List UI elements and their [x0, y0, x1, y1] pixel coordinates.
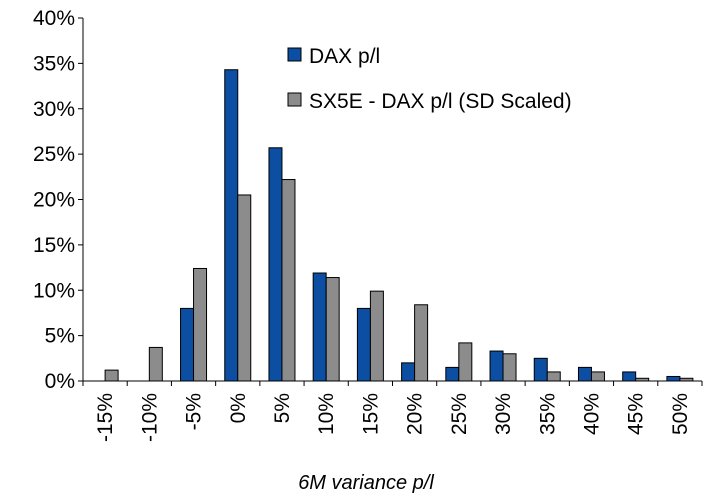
bar-dax — [401, 362, 416, 382]
x-tick-label: 10% — [315, 393, 338, 435]
y-tick-label: 35% — [33, 52, 75, 75]
bar-dax — [533, 357, 548, 382]
bar-dax — [356, 307, 371, 382]
bar-dax — [224, 69, 239, 382]
bar-sx5e-dax — [325, 277, 340, 382]
bar-sx5e-dax — [193, 267, 208, 382]
bar-dax — [312, 272, 327, 382]
bar-sx5e-dax — [281, 179, 296, 382]
y-tick-label: 0% — [45, 370, 75, 393]
legend-swatch — [287, 47, 302, 62]
bar-sx5e-dax — [590, 371, 605, 382]
bar-dax — [180, 307, 195, 382]
bar-sx5e-dax — [414, 304, 429, 382]
bar-sx5e-dax — [546, 371, 561, 382]
y-tick-label: 30% — [33, 98, 75, 121]
x-tick-label: -5% — [183, 393, 206, 430]
bar-sx5e-dax — [502, 353, 517, 382]
y-tick-label: 40% — [33, 7, 75, 30]
y-tick-label: 20% — [33, 189, 75, 212]
x-tick-label: 50% — [669, 393, 692, 435]
y-axis: 0% 5% 10% 15% 20% 25% 30% 35% 40% — [33, 7, 84, 393]
bar-dax — [489, 350, 504, 382]
bar-dax — [445, 366, 460, 382]
legend-swatch — [287, 92, 302, 107]
bar-sx5e-dax — [237, 194, 252, 382]
y-tick-label: 5% — [45, 325, 75, 348]
y-tick-label: 25% — [33, 143, 75, 166]
x-tick-label: 5% — [271, 393, 294, 423]
x-tick-label: 0% — [227, 393, 250, 423]
bar-dax — [268, 147, 283, 382]
bar-sx5e-dax — [369, 290, 384, 382]
bar-sx5e-dax — [104, 369, 119, 382]
legend-label: DAX p/l — [309, 45, 380, 68]
y-tick-label: 10% — [33, 279, 75, 302]
bars — [104, 69, 694, 382]
bar-sx5e-dax — [458, 342, 473, 382]
x-tick-label: 40% — [580, 393, 603, 435]
bar-dax — [666, 375, 681, 382]
bar-dax — [577, 366, 592, 382]
x-tick-label: 35% — [536, 393, 559, 435]
x-tick-label: 30% — [492, 393, 515, 435]
legend: DAX p/l SX5E - DAX p/l (SD Scaled) — [287, 45, 572, 113]
legend-label: SX5E - DAX p/l (SD Scaled) — [309, 90, 572, 113]
x-tick-label: -10% — [138, 393, 161, 442]
x-tick-label: 25% — [448, 393, 471, 435]
x-tick-label: 20% — [404, 393, 427, 435]
x-tick-label: 45% — [625, 393, 648, 435]
bar-dax — [622, 371, 637, 382]
x-axis-title: 6M variance p/l — [298, 472, 434, 494]
bar-sx5e-dax — [148, 346, 163, 382]
x-tick-label: -15% — [94, 393, 117, 442]
y-tick-label: 15% — [33, 234, 75, 257]
x-axis: -15% -10% -5% 0% 5% 10% 15% 20% 25% 30% 35% 40% 45% 5… — [82, 380, 703, 442]
x-tick-label: 15% — [359, 393, 382, 435]
